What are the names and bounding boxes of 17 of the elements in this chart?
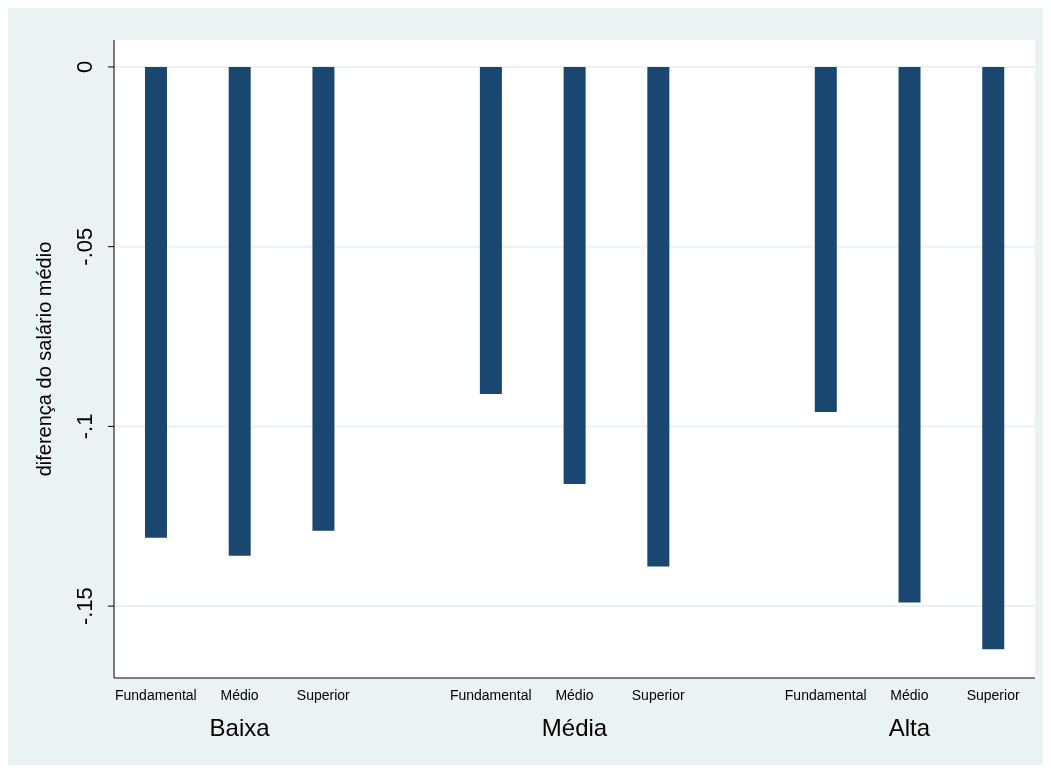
x-tick-label: Superior [966,687,1020,703]
x-tick-label: Fundamental [449,687,532,703]
y-tick-label: -.1 [72,413,97,440]
x-tick-label: Fundamental [115,687,197,703]
y-tick-label: -.15 [72,587,97,626]
x-tick-label: Superior [296,687,351,703]
y-tick-label: 0 [72,60,97,74]
x-tick-label: Médio [890,687,929,703]
y-tick-label: -.05 [72,227,97,266]
y-axis-title: diferença do salário médio [32,241,56,477]
x-tick-label: Fundamental [784,687,867,703]
x-tick-label: Médio [220,687,259,703]
x-tick-label: Superior [631,687,686,703]
text: Baixa [209,714,270,742]
text: Alta [888,714,931,742]
x-tick-label: Médio [555,687,594,703]
text: Média [541,714,608,742]
